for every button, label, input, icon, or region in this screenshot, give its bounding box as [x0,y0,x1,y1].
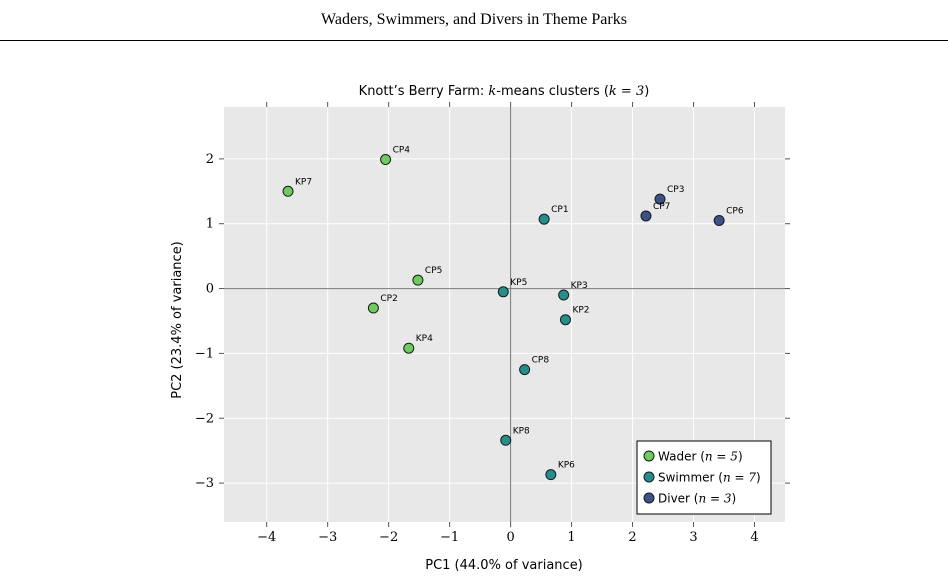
point-label-cp5: CP5 [425,266,442,276]
axis-ticks: −4 −3 −2 −1 0 1 2 3 4 −3 −2 −1 0 1 2 [195,102,790,545]
data-point-cp8 [519,364,531,376]
point-label-cp6: CP6 [726,206,744,216]
x-axis-label: PC1 (44.0% of variance) [425,558,583,573]
x-tick-label: −1 [440,530,459,545]
title-suffix: ) [644,84,649,99]
x-tick-label: 0 [506,530,514,545]
data-point-cp7 [640,210,652,222]
data-point-cp2 [367,302,379,314]
legend-entry-diver: Diver (n = 3) [658,492,736,506]
legend-box [636,440,772,515]
point-label-cp7: CP7 [653,202,670,212]
point-label-kp4: KP4 [416,334,433,344]
point-label-kp8: KP8 [513,426,530,436]
y-tick-label: −2 [195,411,214,426]
x-tick-label: 1 [567,530,575,545]
data-point-kp6 [545,469,557,481]
data-point-cp5 [412,274,424,286]
legend-entry-wader: Wader (n = 5) [658,450,743,464]
legend-marker-swimmer [643,471,655,483]
x-tick-label: −3 [318,530,337,545]
point-label-kp5: KP5 [510,278,527,288]
legend-marker-diver [643,492,655,504]
chart-title: Knott’s Berry Farm: k-means clusters (k … [359,84,650,99]
point-label-cp4: CP4 [393,146,411,156]
y-tick-label: −1 [195,346,214,361]
x-tick-label: 2 [628,530,636,545]
x-tick-label: −4 [257,530,276,545]
running-header-text: Waders, Swimmers, and Divers in Theme Pa… [321,11,627,28]
point-label-cp1: CP1 [551,205,568,215]
data-point-kp5 [497,286,509,298]
y-tick-label: 1 [206,217,214,232]
y-tick-label: −3 [195,476,214,491]
data-point-cp1 [538,213,550,225]
point-label-kp3: KP3 [571,281,588,291]
x-tick-label: −2 [379,530,398,545]
title-k: k [488,84,496,99]
y-tick-label: 0 [206,282,214,297]
x-tick-label: 4 [750,530,758,545]
legend: Wader (n = 5) Swimmer (n = 7) Diver (n = 3… [636,440,772,515]
data-point-cp6 [713,214,725,226]
x-tick-label: 3 [689,530,697,545]
title-math: k = 3 [609,84,644,99]
data-point-cp3 [654,193,666,205]
point-label-kp6: KP6 [558,461,575,471]
point-label-cp3: CP3 [667,185,684,195]
y-axis-label: PC2 (23.4% of variance) [170,241,185,399]
point-label-kp2: KP2 [572,306,589,316]
point-label-cp8: CP8 [532,356,550,366]
y-tick-label: 2 [206,152,214,167]
data-points: KP7 CP4 CP5 CP2 KP4 CP1 KP5 KP3 KP2 CP8 KP8 KP6 CP3 C… [282,146,744,481]
data-point-kp2 [559,314,571,326]
title-mid: -means clusters ( [496,84,609,99]
data-point-kp4 [403,342,415,354]
title-prefix: Knott’s Berry Farm: [359,84,489,99]
data-point-kp7 [282,185,294,197]
page-running-header: Waders, Swimmers, and Divers in Theme Pa… [0,0,948,41]
legend-marker-wader [643,450,655,462]
legend-entry-swimmer: Swimmer (n = 7) [658,471,761,485]
point-label-kp7: KP7 [295,177,312,187]
data-point-cp4 [380,154,392,166]
point-label-cp2: CP2 [380,294,397,304]
data-point-kp3 [558,289,570,301]
data-point-kp8 [500,434,512,446]
